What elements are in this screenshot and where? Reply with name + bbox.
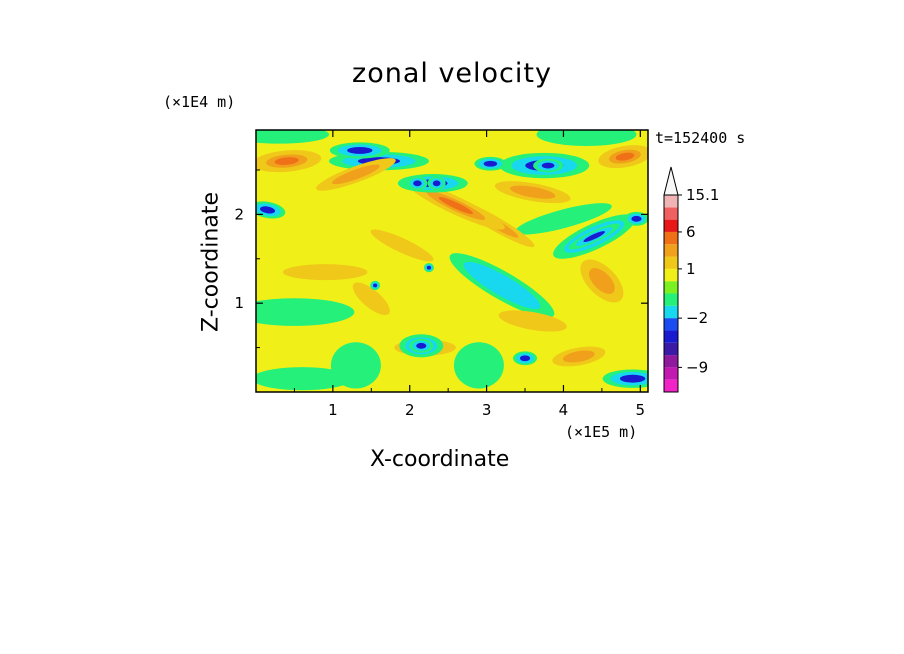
field-contour <box>463 261 541 310</box>
field-contour <box>347 147 373 154</box>
colorbar-label: −2 <box>686 309 708 327</box>
field-contour <box>515 203 612 235</box>
colorbar-swatch <box>664 367 678 380</box>
colorbar-label: 15.1 <box>686 186 719 204</box>
colorbar-swatch <box>664 318 678 331</box>
field-contour <box>426 265 432 270</box>
field-contour <box>370 229 434 262</box>
field-contour <box>453 342 504 389</box>
time-stamp-label: t=152400 s <box>655 129 746 147</box>
field-contour <box>256 130 330 144</box>
field-contour <box>519 355 531 362</box>
x-tick-label: 1 <box>328 401 338 419</box>
field-contour <box>509 185 556 199</box>
field-contour <box>415 181 420 185</box>
colorbar-swatch <box>664 293 678 306</box>
field-contour <box>256 298 355 326</box>
colorbar-swatch <box>664 281 678 294</box>
field-contour <box>263 207 272 212</box>
velocity-field <box>256 130 648 392</box>
colorbar-swatch <box>664 195 678 208</box>
field-contour <box>373 283 378 288</box>
field-contour <box>562 350 595 363</box>
colorbar-swatch <box>664 379 678 392</box>
colorbar-swatch <box>664 330 678 343</box>
field-contour <box>352 282 390 316</box>
colorbar-swatch <box>664 342 678 356</box>
field-layers <box>256 130 648 392</box>
x-axis-label: X-coordinate <box>370 447 510 472</box>
plot-frame <box>255 129 649 393</box>
axis-ticks: 1 2 3 4 5 1 2 <box>234 130 648 419</box>
z-axis-unit-label: (×1E4 m) <box>163 93 236 111</box>
colorbar-swatch <box>664 268 678 282</box>
field-contour <box>486 162 495 166</box>
chart-title: zonal velocity <box>352 58 552 89</box>
field-contour <box>330 342 381 389</box>
colorbar-swatch <box>664 207 678 220</box>
y-tick-label: 2 <box>234 205 244 223</box>
colorbar-swatch <box>664 231 678 245</box>
colorbar-swatch <box>664 256 678 269</box>
field-contour <box>282 264 368 281</box>
colorbar-overflow-arrow <box>663 166 679 196</box>
colorbar-label: −9 <box>686 358 708 376</box>
field-contour <box>418 344 425 348</box>
field-contour <box>588 268 615 294</box>
field-contour <box>438 197 473 214</box>
field-contour <box>434 181 439 185</box>
field-contour <box>615 152 635 161</box>
field-contour <box>541 162 555 169</box>
field-contour <box>619 374 646 383</box>
x-tick-label: 5 <box>636 401 646 419</box>
x-tick-label: 2 <box>405 401 415 419</box>
field-contour <box>332 164 380 185</box>
field-contour <box>256 367 353 391</box>
x-tick-label: 4 <box>559 401 569 419</box>
x-tick-label: 3 <box>482 401 492 419</box>
y-tick-label: 1 <box>234 294 244 312</box>
field-contour <box>498 310 567 332</box>
x-axis-unit-label: (×1E5 m) <box>565 423 638 441</box>
colorbar-label: 6 <box>686 223 696 241</box>
field-contour <box>536 130 637 146</box>
field-contour <box>633 217 640 221</box>
colorbar-swatch <box>664 305 678 319</box>
colorbar: 15.1 6 1 −2 −9 <box>663 166 719 393</box>
colorbar-label: 1 <box>686 260 696 278</box>
colorbar-swatch <box>664 355 678 368</box>
field-contour <box>274 157 299 165</box>
colorbar-swatch <box>664 244 678 257</box>
colorbar-swatch <box>664 219 678 232</box>
field-contour <box>588 233 601 240</box>
